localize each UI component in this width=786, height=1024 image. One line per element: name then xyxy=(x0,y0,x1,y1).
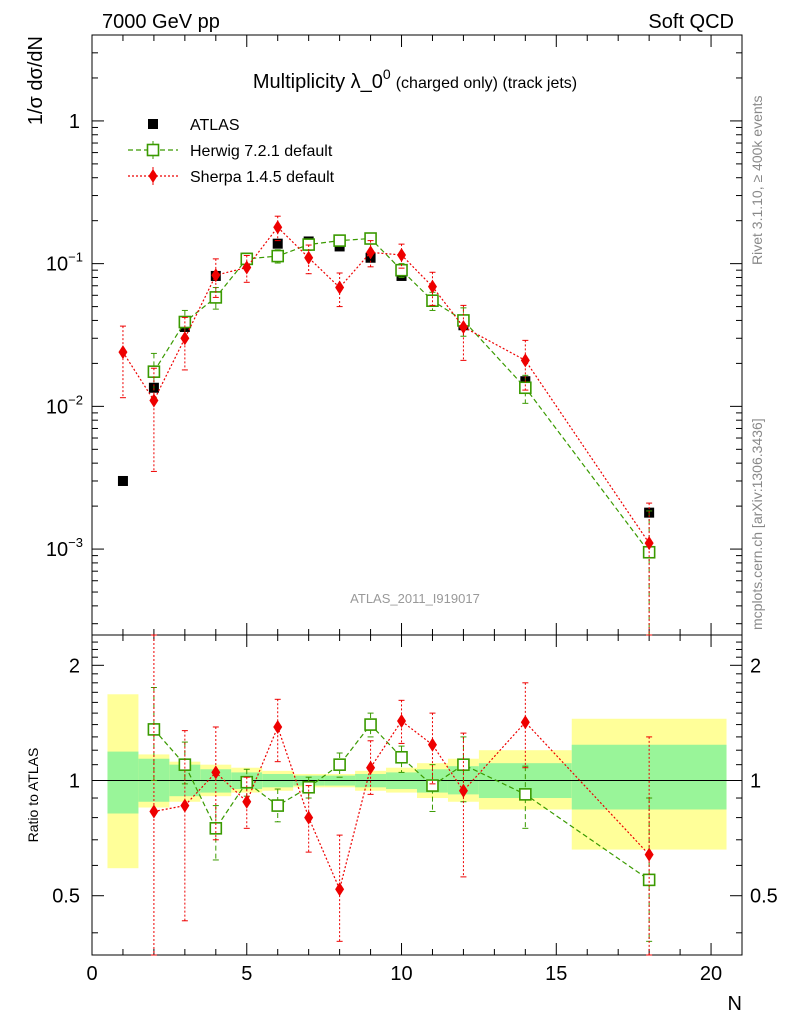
herwig-series xyxy=(147,232,656,636)
sherpa-point xyxy=(335,882,345,897)
sherpa-point xyxy=(273,220,283,235)
sherpa-point xyxy=(149,393,159,408)
y-tick-label-base: 10 xyxy=(46,539,68,561)
sherpa-point xyxy=(118,345,128,360)
chart-title-suffix: (charged only) (track jets) xyxy=(396,75,577,92)
y-tick-label-base: 10 xyxy=(46,254,68,276)
legend-label-sherpa: Sherpa 1.4.5 default xyxy=(190,169,335,186)
sherpa-point xyxy=(458,783,468,798)
sherpa-point xyxy=(180,331,190,346)
atlas-point xyxy=(148,119,158,129)
chart-title-sup: 0 xyxy=(383,66,391,82)
sherpa-point xyxy=(273,719,283,734)
atlas-series xyxy=(117,236,655,518)
sherpa-point xyxy=(397,714,407,729)
herwig-point xyxy=(333,758,346,771)
ratio-tick-label-right: 2 xyxy=(750,655,761,677)
analysis-id-label: ATLAS_2011_I919017 xyxy=(350,591,480,606)
y-tick-label-base: 10 xyxy=(46,396,68,418)
herwig-point xyxy=(271,249,285,263)
x-tick-label: 15 xyxy=(545,963,567,985)
sherpa-point xyxy=(304,250,314,265)
ratio-plot-frame xyxy=(91,634,743,956)
herwig-point xyxy=(147,723,161,736)
ratio-tick-label-right: 1 xyxy=(750,771,761,793)
mcplots-label: mcplots.cern.ch [arXiv:1306.3436] xyxy=(749,418,765,630)
sherpa-point xyxy=(242,260,252,275)
y-tick-label-exp: −3 xyxy=(68,535,83,550)
sherpa-point xyxy=(366,245,376,260)
legend-item-atlas: ATLAS xyxy=(148,117,240,134)
sherpa-point xyxy=(397,247,407,262)
legend-label-herwig: Herwig 7.2.1 default xyxy=(190,143,333,160)
legend: ATLAS Herwig 7.2.1 default Sherpa 1.4.5 de… xyxy=(128,117,335,186)
y-tick-label-exp: −1 xyxy=(68,250,83,265)
chart-title: Multiplicity λ_00 (charged only) (track j… xyxy=(253,66,577,93)
ratio-tick-label: 2 xyxy=(69,655,80,677)
x-tick-label: 20 xyxy=(700,963,722,985)
herwig-point xyxy=(271,799,285,812)
herwig-point xyxy=(364,718,377,731)
herwig-point xyxy=(395,263,408,277)
header-left: 7000 GeV pp xyxy=(102,11,220,33)
herwig-point xyxy=(364,232,377,245)
y-tick-label: 1 xyxy=(69,111,80,133)
x-tick-label: 0 xyxy=(86,963,97,985)
sherpa-point xyxy=(180,798,190,813)
sherpa-point xyxy=(458,319,468,334)
sherpa-point xyxy=(211,765,221,780)
sherpa-ratio-series xyxy=(149,634,654,956)
legend-item-sherpa: Sherpa 1.4.5 default xyxy=(128,167,335,186)
rivet-label: Rivet 3.1.10, ≥ 400k events xyxy=(749,95,765,265)
sherpa-point xyxy=(644,536,654,551)
header-right: Soft QCD xyxy=(648,11,734,33)
herwig-point xyxy=(519,788,532,801)
series-layer xyxy=(117,215,656,956)
sherpa-point xyxy=(304,810,314,825)
atlas-point xyxy=(117,475,128,486)
legend-item-herwig: Herwig 7.2.1 default xyxy=(128,141,333,160)
y-tick-label: 10−1 xyxy=(46,250,83,276)
ratio-band-inner xyxy=(107,751,139,814)
atlas-point xyxy=(272,238,283,249)
sherpa-point xyxy=(149,804,159,819)
herwig-point xyxy=(426,779,439,792)
sherpa-point xyxy=(520,353,530,368)
herwig-point xyxy=(457,758,470,771)
herwig-point xyxy=(395,750,408,764)
ratio-tick-label: 0.5 xyxy=(52,886,80,908)
sherpa-point xyxy=(211,268,221,283)
ratio-tick-label: 1 xyxy=(69,771,80,793)
y-tick-label: 10−3 xyxy=(46,535,83,561)
y-axis-label: 1/σ dσ/dN xyxy=(25,36,47,125)
herwig-line xyxy=(153,237,650,553)
y-tick-label-exp: −2 xyxy=(68,392,83,407)
sherpa-point xyxy=(644,847,654,862)
sherpa-point xyxy=(427,279,437,294)
x-tick-label: 5 xyxy=(241,963,252,985)
y-tick-label: 10−2 xyxy=(46,392,83,418)
sherpa-point xyxy=(520,715,530,730)
x-tick-label: 10 xyxy=(390,963,412,985)
herwig-point xyxy=(333,234,346,247)
sherpa-point xyxy=(148,169,158,183)
sherpa-line xyxy=(122,226,650,544)
herwig-point xyxy=(146,143,160,157)
legend-label-atlas: ATLAS xyxy=(190,117,240,134)
ratio-y-axis-label: Ratio to ATLAS xyxy=(25,748,41,843)
sherpa-point xyxy=(427,737,437,752)
herwig-point xyxy=(642,873,656,887)
sherpa-point xyxy=(242,794,252,809)
chart-title-main: Multiplicity λ_0 xyxy=(253,71,383,93)
ratio-tick-label-right: 0.5 xyxy=(750,886,778,908)
sherpa-series xyxy=(118,215,654,636)
x-axis-label: N xyxy=(728,993,742,1015)
sherpa-point xyxy=(335,280,345,295)
herwig-point xyxy=(519,381,532,395)
ratio-bands xyxy=(107,694,727,869)
sherpa-point xyxy=(366,760,376,775)
